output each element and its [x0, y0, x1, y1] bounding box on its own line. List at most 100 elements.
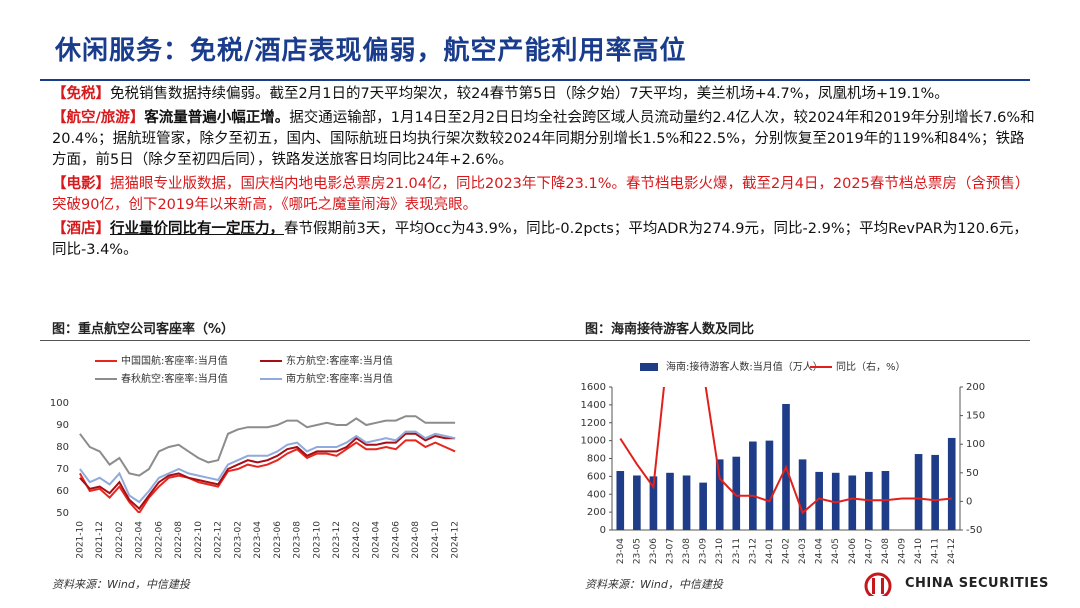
x-tick-label: 24-03 — [798, 538, 808, 564]
chart: 0 200 400 600 800 1000 1200 1400 1600 -50 0 50 100 15… — [581, 360, 986, 564]
y2-tick-label: 0 — [966, 496, 972, 507]
logo-mark — [864, 572, 892, 596]
chart-title: 图：重点航空公司客座率（%） — [52, 322, 235, 337]
x-tick-label: 23-07 — [666, 538, 676, 564]
paragraph: 【酒店】行业量价同比有一定压力，春节假期前3天，平均Occ为43.9%，同比-0… — [52, 219, 1037, 261]
bar — [815, 471, 823, 530]
legend-label: 海南:接待游客人数:当月值（万人） — [666, 360, 823, 373]
bar — [649, 476, 658, 530]
x-tick-label: 2021-10 — [75, 521, 85, 559]
x-tick-label: 2023-04 — [253, 521, 263, 559]
bar — [616, 471, 625, 530]
x-tick-label: 24-10 — [914, 538, 924, 564]
legend-label: 春秋航空:客座率:当月值 — [121, 372, 228, 385]
x-tick-label: 2024-08 — [411, 521, 421, 559]
x-tick-label: 2023-02 — [233, 521, 243, 559]
y2-tick-label: 100 — [966, 439, 985, 450]
paragraph-text: 据交通运输部，1月14日至2月2日日均全社会跨区域人员流动量约2.4亿人次，较2… — [52, 110, 1035, 168]
x-tick-label: 23-08 — [682, 538, 692, 564]
x-tick-label: 2022-06 — [154, 521, 164, 559]
y2-tick-label: 200 — [966, 382, 985, 393]
legend-swatch — [640, 363, 658, 371]
bar — [699, 482, 707, 530]
paragraph: 【电影】据猫眼专业版数据，国庆档内地电影总票房21.04亿，同比2023年下降2… — [52, 174, 1037, 216]
x-tick-label: 24-01 — [765, 538, 775, 564]
source: 资料来源：Wind，中信建投 — [585, 578, 723, 591]
paragraph: 【航空/旅游】客流量普遍小幅正增。据交通运输部，1月14日至2月2日日均全社会跨… — [52, 108, 1037, 171]
bar — [633, 475, 641, 530]
paragraph-text: 免税销售数据持续偏弱。截至2月1日的7天平均架次，较24春节第5日（除夕始）7天… — [110, 86, 949, 102]
bar — [931, 454, 939, 530]
x-tick-label: 24-09 — [898, 538, 908, 564]
x-tick-label: 24-11 — [931, 538, 941, 564]
x-tick-label: 2022-04 — [135, 521, 145, 559]
lead: 客流量普遍小幅正增。 — [144, 110, 290, 126]
legend-label: 同比（右，%） — [836, 360, 906, 373]
chart-title: 图：海南接待游客人数及同比 — [585, 322, 755, 337]
tag: 【电影】 — [52, 176, 110, 192]
x-tick-label: 24-08 — [881, 538, 891, 564]
bar — [831, 472, 840, 530]
x-tick-label: 23-11 — [732, 538, 742, 564]
x-tick-label: 2024-02 — [352, 521, 362, 559]
x-tick-label: 2023-12 — [332, 521, 342, 559]
separator — [40, 340, 1030, 341]
paragraph: 【免税】免税销售数据持续偏弱。截至2月1日的7天平均架次，较24春节第5日（除夕… — [52, 84, 1037, 105]
y-tick-label: 1600 — [581, 382, 606, 393]
y-tick-label: 70 — [56, 464, 69, 475]
x-tick-label: 2022-10 — [194, 521, 204, 559]
bar — [749, 441, 757, 530]
series-line — [619, 387, 952, 515]
y-tick-label: 600 — [587, 471, 606, 482]
y-tick-label: 0 — [600, 525, 606, 536]
logo: CHINA SECURITIES — [905, 576, 1049, 591]
series-line — [79, 415, 456, 477]
series-line — [79, 439, 456, 513]
tag: 【酒店】 — [52, 221, 110, 237]
y-tick-label: 60 — [56, 486, 69, 497]
tag: 【免税】 — [52, 86, 110, 102]
bar — [848, 475, 857, 530]
x-tick-label: 24-04 — [815, 538, 825, 564]
body-text: 【免税】免税销售数据持续偏弱。截至2月1日的7天平均架次，较24春节第5日（除夕… — [52, 84, 1037, 264]
legend-label: 中国国航:客座率:当月值 — [121, 354, 228, 367]
y-tick-label: 200 — [587, 507, 606, 518]
x-tick-label: 2021-12 — [95, 521, 105, 559]
source: 资料来源：Wind，中信建投 — [52, 578, 190, 591]
x-tick-label: 2023-08 — [293, 521, 303, 559]
series-line — [79, 430, 456, 504]
paragraph-text: 春节假期前3天，平均Occ为43.9%，同比-0.2pcts；平均ADR为274… — [52, 221, 1028, 258]
x-tick-label: 24-06 — [848, 538, 858, 564]
x-tick-label: 2023-10 — [312, 521, 322, 559]
bar — [765, 440, 774, 530]
x-tick-label: 23-09 — [699, 538, 709, 564]
y-tick-label: 800 — [587, 454, 606, 465]
series-line — [79, 432, 456, 511]
x-tick-label: 23-10 — [715, 538, 725, 564]
x-tick-label: 2023-06 — [273, 521, 283, 559]
x-tick-label: 2024-10 — [431, 521, 441, 559]
bar — [798, 459, 807, 530]
slide-title: 休闲服务：免税/酒店表现偏弱，航空产能利用率高位 — [55, 36, 687, 66]
y-tick-label: 100 — [50, 398, 69, 409]
y-tick-label: 80 — [56, 442, 69, 453]
title-rule — [40, 79, 1030, 81]
x-tick-label: 2022-02 — [115, 521, 125, 559]
x-tick-label: 23-05 — [632, 538, 642, 564]
x-tick-label: 23-06 — [649, 538, 659, 564]
bar — [666, 472, 674, 530]
bar — [682, 475, 691, 530]
legend-label: 东方航空:客座率:当月值 — [286, 354, 393, 367]
x-tick-label: 2024-04 — [372, 521, 382, 559]
x-tick-label: 24-05 — [831, 538, 841, 564]
x-tick-label: 2024-12 — [451, 521, 461, 559]
y-tick-label: 1000 — [581, 436, 606, 447]
bar — [914, 454, 923, 530]
y-tick-label: 1200 — [581, 418, 606, 429]
y2-tick-label: -50 — [966, 525, 982, 536]
x-tick-label: 24-07 — [864, 538, 874, 564]
legend-label: 南方航空:客座率:当月值 — [286, 372, 393, 385]
chart: 50 60 70 80 90 100 2021-10 2021-12 2022-02 2022-0… — [50, 354, 461, 559]
y2-tick-label: 150 — [966, 411, 985, 422]
